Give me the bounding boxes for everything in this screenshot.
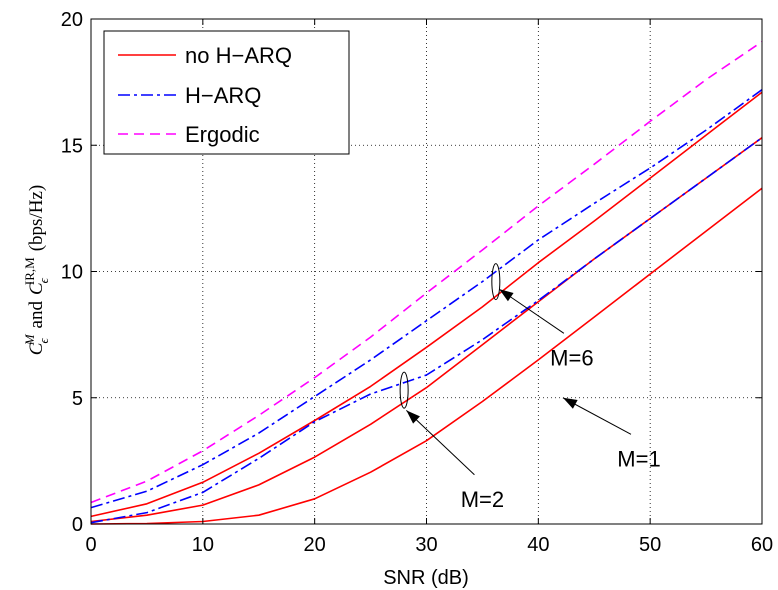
legend: no H−ARQ H−ARQ Ergodic [103, 30, 350, 155]
x-tick-label: 50 [639, 534, 661, 556]
annotation-arrowhead-m2 [406, 410, 420, 424]
annotation-arrowhead-m1 [562, 397, 578, 409]
annotation-label-m6: M=6 [550, 345, 593, 370]
ylabel-and: and [26, 301, 47, 329]
y-tick-label: 15 [61, 135, 83, 157]
ylabel-eps2: ϵ [36, 277, 51, 283]
x-tick-label: 30 [415, 534, 437, 556]
series-line-harq-3 [90, 137, 763, 524]
legend-box [103, 30, 350, 155]
legend-label-harq: H−ARQ [185, 83, 261, 108]
x-tick-label: 40 [527, 534, 549, 556]
annotation-ellipse-m6 [491, 263, 501, 301]
x-tick-label: 20 [304, 534, 326, 556]
x-tick-label: 0 [85, 534, 96, 556]
annotation-label-m1: M=1 [617, 446, 660, 471]
ylabel-c2: C [26, 282, 47, 295]
ylabel-m1: M [22, 333, 37, 346]
annotation-label-m2: M=2 [461, 487, 504, 512]
x-axis-label: SNR (dB) [383, 567, 469, 589]
y-tick-label: 0 [72, 514, 83, 536]
y-tick-label: 5 [72, 388, 83, 410]
legend-label-no-harq: no H−ARQ [185, 43, 292, 68]
y-tick-label: 20 [61, 9, 83, 31]
ylabel-c1: C [26, 342, 47, 355]
annotation-ellipse-m2 [399, 371, 409, 409]
annotation-arrow-m2 [406, 410, 475, 476]
y-axis-label: CϵMandCϵIR,M(bps/Hz) [22, 185, 51, 355]
series-line-ergodic-5 [90, 41, 763, 504]
series-line-noharq-2 [90, 91, 763, 518]
annotation-arrowhead-m6 [499, 289, 514, 302]
series-line-noharq-1 [90, 137, 763, 523]
svg-text:CϵMandCϵIR,M(bps/Hz): CϵMandCϵIR,M(bps/Hz) [22, 185, 51, 355]
tick-layer: 0 10 20 30 40 50 60 0 5 10 15 20 [61, 9, 773, 556]
ylabel-eps1: ϵ [36, 338, 51, 344]
y-tick-label: 10 [61, 262, 83, 284]
annotation-layer: M=6 M=2 M=1 [399, 263, 661, 512]
legend-label-ergodic: Ergodic [185, 122, 260, 147]
ylabel-units: (bps/Hz) [26, 185, 47, 251]
x-tick-label: 10 [192, 534, 214, 556]
x-tick-label: 60 [751, 534, 773, 556]
ylabel-irm: IR,M [22, 257, 37, 285]
series-line-harq-4 [90, 89, 763, 509]
